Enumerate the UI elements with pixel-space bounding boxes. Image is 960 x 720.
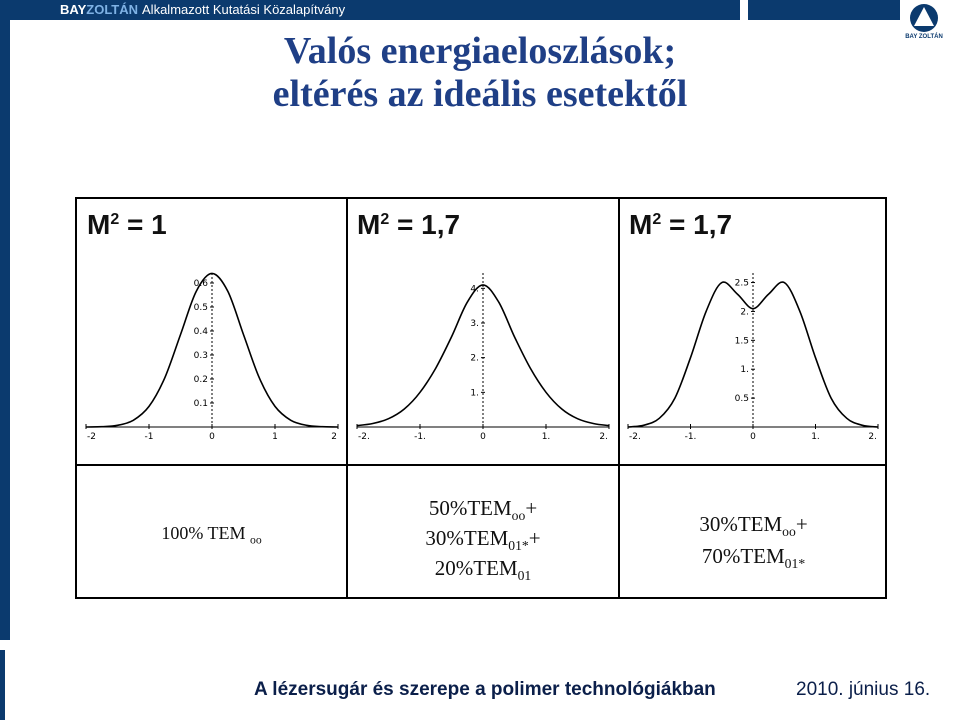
composition-1: 100% TEM oo	[161, 523, 262, 547]
title-line-2: eltérés az ideális esetektől	[272, 73, 688, 115]
composition-3-line-2: 70%TEM01*	[701, 544, 806, 572]
y-tick-label: 2.	[740, 307, 749, 317]
left-accent-bar	[0, 0, 10, 640]
m-squared-label-2: M2 = 1,7	[357, 209, 461, 240]
y-tick-label: 2.5	[735, 279, 749, 289]
header-bar: BAYZOLTÁN Alkalmazott Kutatási Közalapítv…	[0, 0, 740, 20]
brand-line: BAYZOLTÁN Alkalmazott Kutatási Közalapítv…	[60, 2, 345, 17]
x-tick-label: 0	[480, 432, 486, 442]
grid-divider-2	[618, 199, 620, 597]
composition-3: 30%TEMoo+ 70%TEM01*	[620, 512, 887, 576]
m-squared-label-3: M2 = 1,7	[629, 209, 733, 240]
title-line-1: Valós energiaeloszlások;	[283, 30, 677, 72]
bay-zoltan-logo-icon	[910, 4, 938, 32]
x-tick-label: 2	[331, 432, 337, 442]
y-tick-label: 1.	[470, 388, 479, 398]
y-tick-label: 0.4	[194, 327, 209, 337]
brand-subtitle: Alkalmazott Kutatási Közalapítvány	[142, 2, 346, 17]
m-squared-label-1: M2 = 1	[87, 209, 167, 240]
beam-profile-chart-3: -2. -1. 0 1. 2. 0.5 1. 1.5 2. 2.5	[627, 271, 879, 442]
beam-profile-chart-2: -2. -1. 0 1. 2. 1. 2. 3. 4.	[356, 271, 610, 442]
grid-divider-1	[346, 199, 348, 597]
left-accent-bar-lower	[0, 650, 5, 720]
header-bar-right	[748, 0, 900, 20]
x-tick-label: 1.	[811, 432, 820, 442]
profile-curve	[356, 284, 610, 427]
x-tick-label: -1.	[414, 432, 426, 442]
composition-2: 50%TEMoo+ 30%TEM01*+ 20%TEM01	[348, 497, 618, 588]
y-tick-label: 3.	[470, 319, 479, 329]
x-tick-label: -1	[145, 432, 154, 442]
y-tick-label: 1.5	[735, 336, 749, 346]
footer-date: 2010. június 16.	[796, 679, 931, 700]
profile-curve	[627, 281, 879, 428]
x-tick-label: -2	[87, 432, 96, 442]
grid-row-divider	[77, 464, 885, 466]
x-tick-label: 0	[209, 432, 215, 442]
x-tick-label: 1.	[542, 432, 551, 442]
composition-2-line-1: 50%TEMoo+	[428, 496, 538, 524]
composition-3-line-1: 30%TEMoo+	[699, 512, 808, 540]
brand-zoltan: ZOLTÁN	[86, 2, 139, 17]
y-tick-label: 0.5	[735, 394, 749, 404]
composition-2-line-2: 30%TEM01*+	[425, 526, 541, 554]
comparison-grid: M2 = 1 M2 = 1,7 M2 = 1,7 -2 -1 0 1 2 0.1 0.2 0.…	[75, 197, 887, 599]
x-tick-label: 0	[750, 432, 756, 442]
y-tick-label: 0.3	[194, 351, 208, 361]
page-title: Valós energiaeloszlások; eltérés az ideá…	[200, 30, 760, 116]
y-tick-label: 1.	[740, 365, 749, 375]
brand-bay: BAY	[60, 2, 87, 17]
profile-curve	[85, 272, 339, 428]
y-tick-label: 0.2	[194, 375, 208, 385]
composition-2-line-3: 20%TEM01	[434, 556, 532, 584]
x-tick-label: 2.	[599, 432, 608, 442]
y-tick-label: 4.	[470, 284, 479, 294]
y-tick-label: 2.	[470, 354, 479, 364]
footer-title: A lézersugár és szerepe a polimer techno…	[254, 679, 716, 700]
y-tick-label: 0.1	[194, 399, 208, 409]
x-tick-label: -2.	[629, 432, 641, 442]
y-tick-label: 0.5	[194, 303, 208, 313]
x-tick-label: -1.	[685, 432, 697, 442]
x-tick-label: -2.	[358, 432, 370, 442]
x-tick-label: 2.	[868, 432, 877, 442]
x-tick-label: 1	[272, 432, 278, 442]
logo-text: BAY ZOLTÁN	[905, 34, 943, 40]
beam-profile-chart-1: -2 -1 0 1 20.10.20.30.40.50.6	[85, 271, 339, 442]
